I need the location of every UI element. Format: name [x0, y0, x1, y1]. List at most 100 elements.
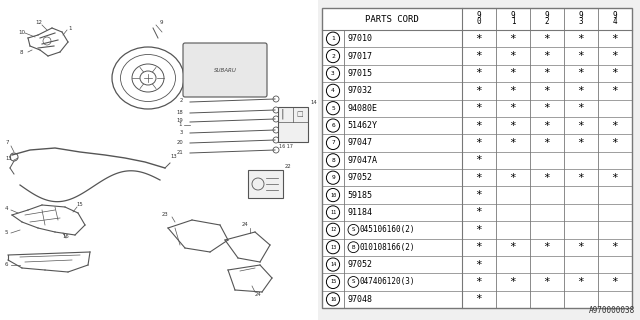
- Text: 97017: 97017: [347, 52, 372, 60]
- Text: 23: 23: [162, 212, 168, 217]
- Text: *: *: [543, 86, 550, 96]
- Text: *: *: [612, 277, 618, 287]
- Text: 15: 15: [76, 202, 83, 206]
- Text: *: *: [476, 86, 483, 96]
- Text: *: *: [476, 138, 483, 148]
- Text: *: *: [476, 103, 483, 113]
- Text: *: *: [476, 155, 483, 165]
- Text: 9: 9: [160, 20, 163, 25]
- Text: 51462Y: 51462Y: [347, 121, 377, 130]
- Text: *: *: [612, 242, 618, 252]
- Text: 20: 20: [176, 140, 183, 145]
- Text: S: S: [351, 227, 355, 232]
- Text: 97048: 97048: [347, 295, 372, 304]
- Text: A970000038: A970000038: [589, 306, 635, 315]
- Bar: [278, 107, 308, 142]
- Text: |: |: [280, 109, 284, 119]
- Text: 15: 15: [330, 279, 336, 284]
- Text: 3: 3: [180, 130, 183, 134]
- Text: 1: 1: [179, 123, 182, 127]
- Text: *: *: [476, 294, 483, 304]
- Text: 13: 13: [330, 245, 336, 250]
- Text: 8: 8: [20, 50, 24, 54]
- Text: 045106160(2): 045106160(2): [360, 225, 415, 234]
- Text: 5: 5: [5, 229, 8, 235]
- Text: *: *: [543, 138, 550, 148]
- Text: *: *: [612, 51, 618, 61]
- Text: 1: 1: [68, 26, 72, 30]
- FancyBboxPatch shape: [183, 43, 267, 97]
- Text: 2: 2: [331, 53, 335, 59]
- Text: 7: 7: [6, 140, 10, 146]
- Text: *: *: [578, 138, 584, 148]
- Text: 14: 14: [330, 262, 336, 267]
- Text: *: *: [543, 242, 550, 252]
- Text: 19: 19: [176, 118, 183, 124]
- Text: 9: 9: [579, 12, 583, 20]
- Bar: [248, 170, 283, 198]
- Text: 9: 9: [331, 175, 335, 180]
- Text: 97047A: 97047A: [347, 156, 377, 165]
- Text: *: *: [612, 138, 618, 148]
- Text: □: □: [297, 111, 303, 117]
- Text: *: *: [612, 86, 618, 96]
- Text: *: *: [578, 68, 584, 78]
- Text: 21: 21: [176, 149, 183, 155]
- Text: 18: 18: [176, 109, 183, 115]
- Text: *: *: [476, 51, 483, 61]
- Text: *: *: [509, 86, 516, 96]
- Text: *: *: [509, 121, 516, 131]
- Text: *: *: [543, 121, 550, 131]
- Text: *: *: [578, 242, 584, 252]
- Text: 12: 12: [330, 227, 336, 232]
- Text: *: *: [612, 68, 618, 78]
- Text: 6: 6: [331, 123, 335, 128]
- Text: 97010: 97010: [347, 34, 372, 43]
- Text: 13: 13: [170, 154, 177, 158]
- Text: *: *: [543, 34, 550, 44]
- Text: *: *: [509, 277, 516, 287]
- Text: 14: 14: [310, 100, 317, 105]
- Text: *: *: [543, 51, 550, 61]
- Text: 97047: 97047: [347, 139, 372, 148]
- Text: 10: 10: [18, 30, 25, 36]
- Text: *: *: [543, 277, 550, 287]
- Text: *: *: [612, 173, 618, 183]
- Text: 8: 8: [331, 158, 335, 163]
- Text: 2: 2: [545, 18, 549, 27]
- Text: *: *: [578, 51, 584, 61]
- Text: *: *: [578, 103, 584, 113]
- Text: 16 17: 16 17: [279, 145, 293, 149]
- Text: 010108166(2): 010108166(2): [360, 243, 415, 252]
- Text: *: *: [476, 173, 483, 183]
- Text: 1: 1: [331, 36, 335, 41]
- Text: *: *: [578, 34, 584, 44]
- Text: *: *: [509, 103, 516, 113]
- Text: 5: 5: [331, 106, 335, 111]
- Text: *: *: [578, 121, 584, 131]
- Text: 24: 24: [242, 222, 249, 228]
- Text: *: *: [476, 190, 483, 200]
- Text: *: *: [476, 260, 483, 269]
- Text: *: *: [509, 173, 516, 183]
- Text: 59185: 59185: [347, 191, 372, 200]
- Text: 16: 16: [62, 235, 68, 239]
- Text: 9: 9: [477, 12, 481, 20]
- Text: *: *: [476, 225, 483, 235]
- Text: B: B: [351, 245, 355, 250]
- Bar: [322, 8, 632, 308]
- Text: 3: 3: [579, 18, 583, 27]
- Text: 0: 0: [477, 18, 481, 27]
- Text: S: S: [351, 279, 355, 284]
- Text: 9: 9: [545, 12, 549, 20]
- Text: 4: 4: [612, 18, 618, 27]
- Text: 3: 3: [331, 71, 335, 76]
- Text: 11: 11: [330, 210, 336, 215]
- Text: *: *: [509, 51, 516, 61]
- Text: *: *: [476, 207, 483, 217]
- Text: *: *: [578, 173, 584, 183]
- Text: *: *: [543, 173, 550, 183]
- Text: 91184: 91184: [347, 208, 372, 217]
- Text: *: *: [543, 103, 550, 113]
- Text: 6: 6: [5, 261, 8, 267]
